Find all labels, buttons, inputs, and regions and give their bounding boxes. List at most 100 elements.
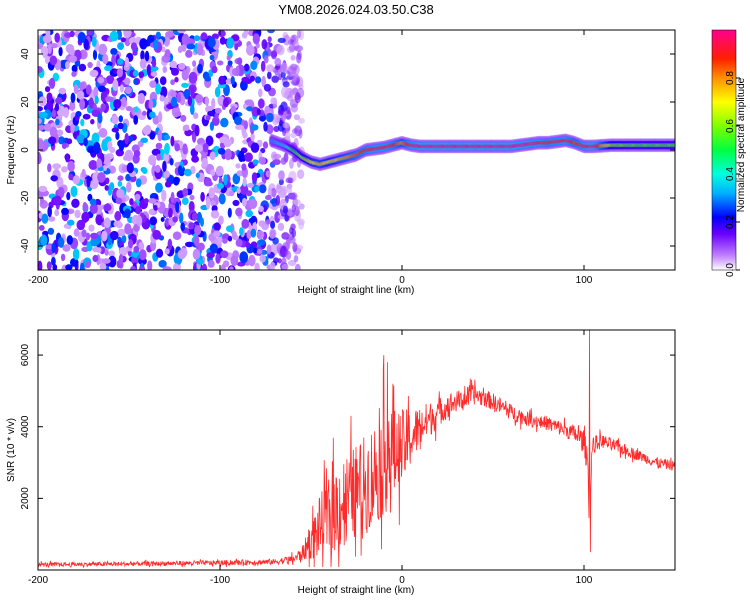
noise-blob [279,186,287,198]
noise-blob [185,241,194,248]
noise-blob [61,142,67,149]
noise-blob [48,136,57,145]
noise-blob [282,205,289,214]
noise-blob [148,198,157,204]
noise-blob [190,86,195,98]
colorbar-tick-label: 0.8 [725,71,736,85]
noise-blob [186,38,196,45]
noise-blob [70,185,78,198]
noise-blob [241,218,250,229]
noise-blob [220,264,226,270]
noise-blob [270,50,277,60]
noise-blob [132,70,139,77]
noise-blob [111,127,120,133]
noise-blob [51,242,56,254]
noise-blob [296,159,302,168]
noise-blob [223,174,228,186]
noise-blob [250,124,259,131]
noise-blob [58,87,67,95]
noise-blob [47,43,52,55]
noise-blob [180,222,185,232]
noise-blob [258,205,264,212]
noise-blob [87,145,95,153]
noise-blob [160,217,165,222]
noise-blob [144,50,150,62]
noise-blob [71,198,80,208]
noise-blob [204,76,212,82]
noise-blob [247,182,254,188]
noise-blob [135,205,142,215]
noise-blob [54,209,60,217]
noise-blob [65,43,75,54]
noise-blob [195,172,200,178]
noise-blob [38,139,45,150]
noise-blob [276,44,285,56]
noise-blob [263,121,268,132]
noise-blob [265,112,274,123]
noise-blob [277,222,285,231]
noise-blob [190,104,195,115]
noise-blob [134,193,141,201]
noise-blob [214,112,219,119]
noise-blob [78,63,87,72]
noise-blob [236,57,243,66]
noise-blob [293,114,301,121]
noise-blob [159,76,167,86]
noise-blob [241,197,247,207]
noise-blob [252,159,259,165]
noise-blob [250,60,258,70]
noise-blob [241,163,247,171]
snr-panel: -200 -100 0 100 2000 4000 6000 Height of stra… [6,329,676,596]
noise-blob [117,180,123,187]
noise-blob [270,220,276,229]
noise-blob [278,178,284,186]
noise-blob [136,215,143,227]
noise-blob [159,95,165,102]
noise-blob [235,65,240,77]
noise-blob [262,204,268,213]
noise-blob [278,170,285,181]
noise-blob [113,99,122,109]
noise-blob [235,163,241,169]
colorbar-label: Normalized spectral amplitude [736,77,747,212]
noise-blob [191,131,197,143]
noise-blob [77,32,86,43]
noise-blob [149,216,158,226]
noise-blob [259,254,267,263]
noise-blob [55,118,60,126]
noise-blob [194,144,203,152]
noise-blob [288,259,297,267]
noise-blob [265,194,272,201]
noise-blob [93,141,101,154]
noise-blob [193,35,201,42]
noise-blob [70,123,75,134]
noise-blob [248,254,256,267]
noise-blob [218,215,224,225]
noise-blob [210,169,216,177]
noise-blob [242,177,247,187]
noise-blob [103,203,112,212]
noise-blob [133,245,140,253]
noise-blob [161,189,167,202]
noise-blob [200,217,204,227]
noise-blob [245,242,251,249]
noise-blob [230,76,235,85]
noise-blob [177,45,183,54]
noise-blob [73,84,79,95]
noise-blob [256,230,265,240]
noise-blob [289,192,298,201]
noise-blob [97,113,103,124]
noise-blob [243,120,248,130]
noise-blob [124,223,132,235]
noise-blob [50,175,58,182]
noise-blob [86,175,91,188]
noise-blob [192,60,197,67]
noise-blob [229,266,234,270]
noise-blob [256,108,261,116]
noise-blob [231,230,237,240]
noise-blob [45,244,54,250]
noise-blob [83,38,89,50]
noise-blob [216,182,224,189]
noise-blob [207,259,215,268]
